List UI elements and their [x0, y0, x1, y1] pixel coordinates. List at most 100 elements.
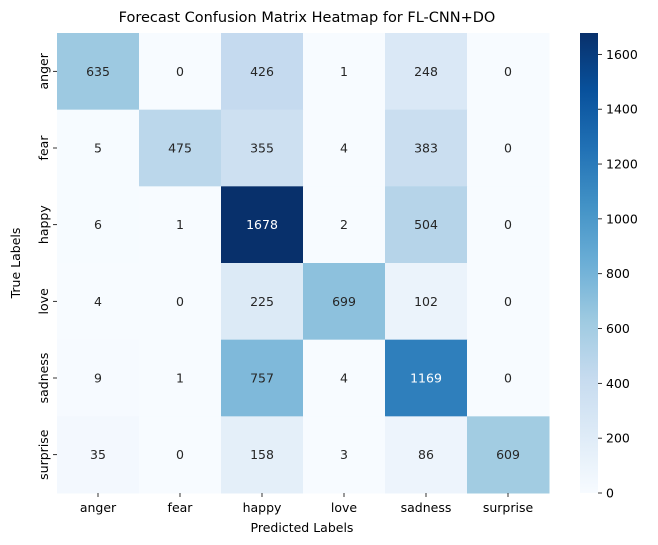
- cell-value-label: 609: [496, 447, 520, 462]
- y-tick-label: happy: [36, 205, 51, 244]
- heatmap-cell: [385, 186, 468, 264]
- heatmap-cell: [467, 416, 550, 494]
- heatmap-cell: [139, 33, 222, 111]
- x-tick-label: anger: [80, 500, 117, 515]
- colorbar-tick-label: 200: [606, 431, 630, 446]
- y-tick-label: anger: [36, 52, 51, 89]
- colorbar-tick-label: 1400: [606, 102, 638, 117]
- colorbar-tick-label: 1000: [606, 211, 638, 226]
- heatmap-cell: [221, 339, 304, 417]
- heatmap-cell: [221, 416, 304, 494]
- cell-value-label: 158: [250, 447, 274, 462]
- cell-value-label: 2: [340, 217, 348, 232]
- colorbar: [580, 33, 598, 493]
- cell-value-label: 355: [250, 141, 274, 156]
- cell-value-label: 102: [414, 294, 438, 309]
- x-tick-label: sadness: [401, 500, 452, 515]
- heatmap-cell: [57, 263, 140, 341]
- x-tick-label: fear: [168, 500, 194, 515]
- cell-value-label: 1678: [246, 217, 278, 232]
- y-axis-label: True Labels: [8, 228, 23, 300]
- cell-value-label: 0: [176, 294, 184, 309]
- y-tick-label: surprise: [36, 429, 51, 480]
- cell-value-label: 9: [94, 371, 102, 386]
- cell-value-label: 383: [414, 141, 438, 156]
- heatmap-cell: [385, 339, 468, 417]
- heatmap-cells: 635 0 426 1 248 0 5 475 355 4 383 0 6 1 1678 2 504 0 4 0 225…: [57, 33, 550, 494]
- x-tick-label: surprise: [483, 500, 534, 515]
- cell-value-label: 0: [504, 141, 512, 156]
- cell-value-label: 1169: [410, 371, 442, 386]
- cell-value-label: 0: [176, 447, 184, 462]
- colorbar-tick-label: 1600: [606, 47, 638, 62]
- cell-value-label: 426: [250, 64, 274, 79]
- x-tick-label: happy: [243, 500, 282, 515]
- cell-value-label: 0: [504, 64, 512, 79]
- cell-value-label: 757: [250, 371, 274, 386]
- cell-value-label: 1: [340, 64, 348, 79]
- colorbar-tick-label: 0: [606, 486, 614, 501]
- heatmap-cell: [303, 109, 386, 187]
- heatmap-cell: [303, 339, 386, 417]
- heatmap-cell: [57, 33, 140, 111]
- chart-title: Forecast Confusion Matrix Heatmap for FL…: [119, 10, 496, 26]
- colorbar-tick-label: 1200: [606, 157, 638, 172]
- heatmap-cell: [467, 263, 550, 341]
- cell-value-label: 504: [414, 217, 438, 232]
- heatmap-cell: [139, 109, 222, 187]
- heatmap-cell: [385, 416, 468, 494]
- cell-value-label: 475: [168, 141, 192, 156]
- heatmap-cell: [467, 186, 550, 264]
- cell-value-label: 248: [414, 64, 438, 79]
- heatmap-cell: [139, 186, 222, 264]
- y-tick-label: love: [36, 288, 51, 315]
- cell-value-label: 4: [94, 294, 102, 309]
- colorbar-tick-label: 400: [606, 376, 630, 391]
- heatmap-cell: [303, 416, 386, 494]
- cell-value-label: 4: [340, 371, 348, 386]
- cell-value-label: 1: [176, 371, 184, 386]
- y-tick-label: fear: [36, 135, 51, 161]
- heatmap-cell: [57, 339, 140, 417]
- x-axis-ticks: anger fear happy love sadness surprise: [80, 493, 534, 515]
- heatmap-cell: [221, 186, 304, 264]
- cell-value-label: 0: [504, 217, 512, 232]
- x-tick-label: love: [331, 500, 358, 515]
- heatmap-cell: [57, 416, 140, 494]
- cell-value-label: 225: [250, 294, 274, 309]
- cell-value-label: 699: [332, 294, 356, 309]
- heatmap-cell: [467, 109, 550, 187]
- heatmap-cell: [303, 186, 386, 264]
- cell-value-label: 635: [86, 64, 110, 79]
- heatmap-cell: [303, 33, 386, 111]
- cell-value-label: 3: [340, 447, 348, 462]
- heatmap-cell: [385, 263, 468, 341]
- heatmap-cell: [221, 263, 304, 341]
- cell-value-label: 6: [94, 217, 102, 232]
- heatmap-cell: [467, 33, 550, 111]
- heatmap-cell: [139, 339, 222, 417]
- heatmap-cell: [57, 109, 140, 187]
- colorbar-ticks: 0 200 400 600 800 1000 1200 1400 1600: [598, 47, 638, 501]
- cell-value-label: 35: [90, 447, 106, 462]
- cell-value-label: 0: [176, 64, 184, 79]
- heatmap-cell: [221, 109, 304, 187]
- y-tick-label: sadness: [36, 353, 51, 404]
- cell-value-label: 5: [94, 141, 102, 156]
- cell-value-label: 1: [176, 217, 184, 232]
- colorbar-tick-label: 800: [606, 266, 630, 281]
- heatmap-cell: [385, 33, 468, 111]
- cell-value-label: 86: [418, 447, 434, 462]
- cell-value-label: 4: [340, 141, 348, 156]
- heatmap-cell: [57, 186, 140, 264]
- heatmap-cell: [303, 263, 386, 341]
- cell-value-label: 0: [504, 371, 512, 386]
- x-axis-label: Predicted Labels: [251, 520, 354, 535]
- heatmap-cell: [139, 263, 222, 341]
- heatmap-cell: [139, 416, 222, 494]
- heatmap-cell: [385, 109, 468, 187]
- heatmap-cell: [467, 339, 550, 417]
- heatmap-cell: [221, 33, 304, 111]
- colorbar-tick-label: 600: [606, 321, 630, 336]
